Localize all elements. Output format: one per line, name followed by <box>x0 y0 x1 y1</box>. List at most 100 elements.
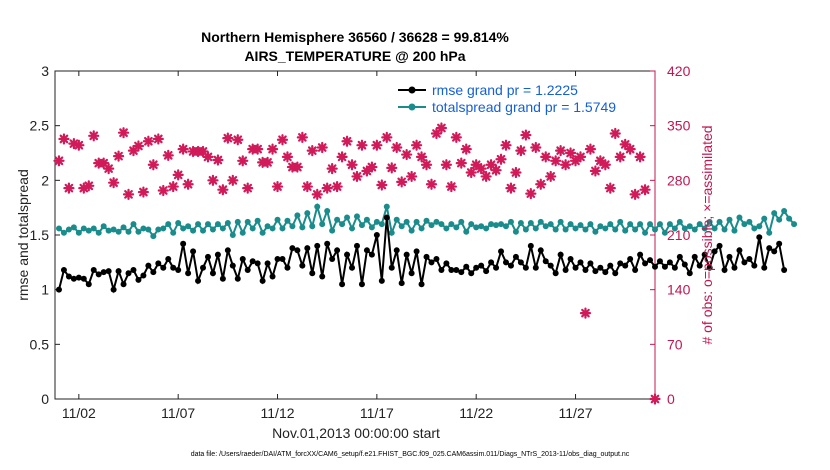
obs-count-point <box>435 122 448 134</box>
obs-count-point <box>629 188 641 200</box>
totalspread-data-point <box>65 226 72 233</box>
obs-asterisk-stroke <box>198 147 208 156</box>
obs-count-point <box>490 164 502 176</box>
obs-asterisk-stroke <box>501 140 511 150</box>
y-right-tick-label: 70 <box>667 336 683 352</box>
legend-marker-rmse <box>408 86 416 94</box>
obs-asterisk-stroke <box>64 183 74 193</box>
rmse-data-point <box>413 248 420 255</box>
rmse-data-point <box>746 256 753 263</box>
rmse-data-point <box>721 266 728 273</box>
obs-count-point <box>460 143 472 155</box>
rmse-data-point <box>224 247 231 254</box>
totalspread-data-point <box>393 216 400 223</box>
obs-count-point <box>147 159 159 171</box>
y-right-tick-label: 280 <box>667 172 691 188</box>
y-tick-label: 1 <box>41 282 49 298</box>
totalspread-data-point <box>403 218 410 225</box>
totalspread-data-point <box>55 225 62 232</box>
obs-count-point <box>212 154 224 166</box>
totalspread-data-point <box>383 203 390 210</box>
rmse-data-point <box>781 266 788 273</box>
rmse-data-point <box>234 275 241 282</box>
totalspread-data-point <box>607 221 614 228</box>
rmse-data-point <box>766 245 773 252</box>
rmse-data-point <box>656 258 663 265</box>
totalspread-data-point <box>612 226 619 233</box>
obs-count-point <box>579 307 592 319</box>
obs-asterisk-stroke <box>268 144 277 154</box>
rmse-data-point <box>259 277 266 284</box>
obs-count-point <box>371 139 383 151</box>
obs-asterisk-stroke <box>153 134 163 144</box>
rmse-data-point <box>353 242 360 249</box>
obs-asterisk-stroke <box>357 140 367 150</box>
rmse-data-point <box>324 240 331 247</box>
obs-count-point <box>520 129 532 141</box>
obs-asterisk-stroke <box>263 158 272 167</box>
rmse-data-point <box>542 258 549 265</box>
obs-asterisk-stroke <box>561 160 570 170</box>
obs-count-point <box>440 159 452 171</box>
totalspread-data-point <box>572 225 579 232</box>
totalspread-data-point <box>632 226 639 233</box>
totalspread-data-point <box>637 221 644 228</box>
rmse-data-point <box>572 264 579 271</box>
obs-count-point <box>540 151 552 163</box>
rmse-data-point <box>279 256 286 263</box>
rmse-data-point <box>642 260 649 267</box>
totalspread-data-point <box>786 215 793 222</box>
rmse-data-point <box>562 266 569 273</box>
rmse-data-point <box>771 248 778 255</box>
obs-asterisk-stroke <box>109 178 118 188</box>
rmse-data-point <box>502 259 509 266</box>
obs-count-point <box>396 176 408 188</box>
obs-count-point <box>351 170 363 183</box>
obs-asterisk-stroke <box>610 129 620 138</box>
rmse-data-point <box>463 263 470 270</box>
rmse-data-point <box>726 253 733 260</box>
legend-marker-totalspread <box>408 103 416 111</box>
obs-asterisk-stroke <box>317 143 327 152</box>
rmse-data-point <box>498 248 505 255</box>
rmse-data-point <box>55 286 62 293</box>
obs-asterisk-stroke <box>556 146 565 155</box>
rmse-data-point <box>448 266 455 273</box>
obs-asterisk-stroke <box>412 140 421 150</box>
obs-asterisk-stroke <box>168 182 178 191</box>
rmse-data-point <box>249 258 256 265</box>
totalspread-data-point <box>522 226 529 233</box>
obs-count-point <box>63 182 75 194</box>
obs-count-point <box>366 161 378 173</box>
totalspread-data-point <box>547 221 554 228</box>
obs-asterisk-stroke <box>422 160 431 170</box>
totalspread-data-point <box>418 225 425 232</box>
rmse-data-point <box>557 251 564 258</box>
obs-count-point <box>137 186 150 198</box>
obs-count-point <box>550 155 562 167</box>
totalspread-data-point <box>706 218 713 225</box>
totalspread-data-point <box>741 221 748 228</box>
obs-count-point <box>326 163 338 175</box>
rmse-data-point <box>696 262 703 269</box>
obs-count-point <box>142 135 154 147</box>
rmse-data-point <box>617 260 624 267</box>
obs-asterisk-stroke <box>486 160 496 170</box>
totalspread-data-point <box>483 225 490 232</box>
obs-count-point <box>346 159 358 171</box>
obs-count-point <box>609 127 621 140</box>
obs-count-point <box>604 182 616 194</box>
totalspread-data-point <box>160 225 167 232</box>
totalspread-data-point <box>766 229 773 236</box>
obs-count-point <box>167 180 179 193</box>
rmse-data-point <box>532 264 539 271</box>
rmse-data-point <box>468 270 475 277</box>
totalspread-data-point <box>696 221 703 228</box>
rmse-data-point <box>398 280 405 287</box>
totalspread-data-point <box>676 218 683 225</box>
totalspread-data-point <box>647 221 654 228</box>
obs-asterisk-stroke <box>536 179 546 189</box>
obs-asterisk-stroke <box>372 140 382 150</box>
obs-asterisk-stroke <box>491 165 501 175</box>
rmse-data-point <box>299 262 306 269</box>
